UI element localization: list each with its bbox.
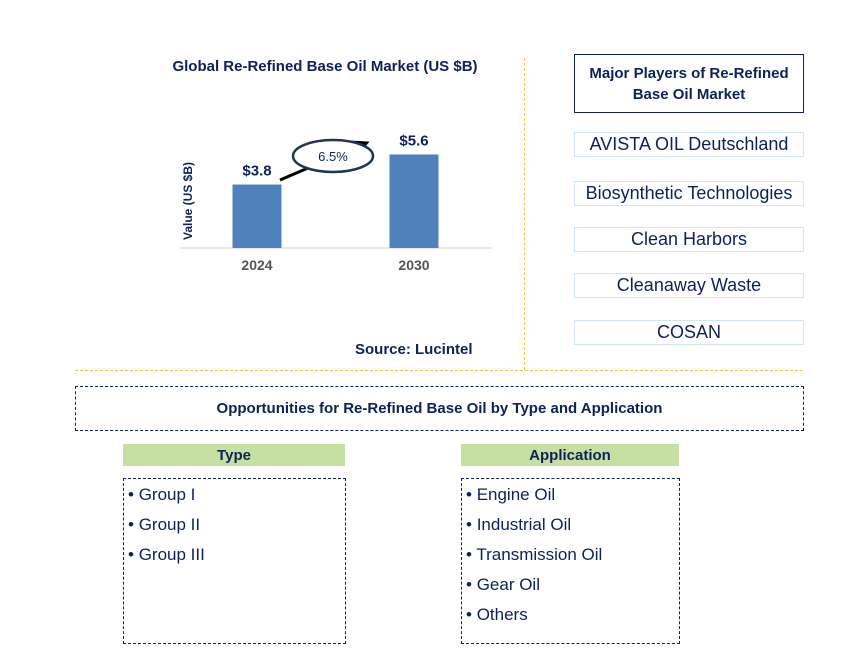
source-label: Source: Lucintel <box>355 341 473 358</box>
application-list: • Engine Oil • Industrial Oil • Transmis… <box>461 478 680 644</box>
list-item: • Industrial Oil <box>466 515 572 534</box>
list-item: • Group I <box>128 485 196 504</box>
bar-chart: Value (US $B) $3.8 2024 $5.6 2030 6.5% <box>180 132 492 273</box>
list-item: • Gear Oil <box>466 575 540 594</box>
bar-2024 <box>232 184 282 248</box>
player-item: Biosynthetic Technologies <box>574 181 804 206</box>
player-item: COSAN <box>574 320 804 345</box>
y-axis-label: Value (US $B) <box>181 162 195 240</box>
data-label: $3.8 <box>242 163 271 180</box>
list-item: • Transmission Oil <box>466 545 603 564</box>
list-item: • Group II <box>128 515 201 534</box>
list-item: • Engine Oil <box>466 485 556 504</box>
players-title: Major Players of Re-Refined Base Oil Mar… <box>574 54 804 113</box>
type-header: Type <box>123 444 345 466</box>
x-tick-label: 2030 <box>398 257 429 273</box>
chart-title: Global Re-Refined Base Oil Market (US $B… <box>172 58 478 75</box>
data-label: $5.6 <box>399 132 428 149</box>
bar-2030 <box>389 154 439 248</box>
cagr-label: 6.5% <box>318 149 348 164</box>
list-item: • Group III <box>128 545 205 564</box>
player-item: AVISTA OIL Deutschland <box>574 132 804 157</box>
vertical-divider <box>524 58 525 370</box>
list-item: • Others <box>466 605 528 624</box>
player-item: Clean Harbors <box>574 227 804 252</box>
application-header: Application <box>461 444 679 466</box>
x-tick-label: 2024 <box>241 257 272 273</box>
type-list: • Group I • Group II • Group III <box>123 478 346 644</box>
horizontal-divider <box>75 370 803 371</box>
player-item: Cleanaway Waste <box>574 273 804 298</box>
opportunities-title: Opportunities for Re-Refined Base Oil by… <box>75 386 804 431</box>
cagr-ellipse <box>291 138 375 174</box>
